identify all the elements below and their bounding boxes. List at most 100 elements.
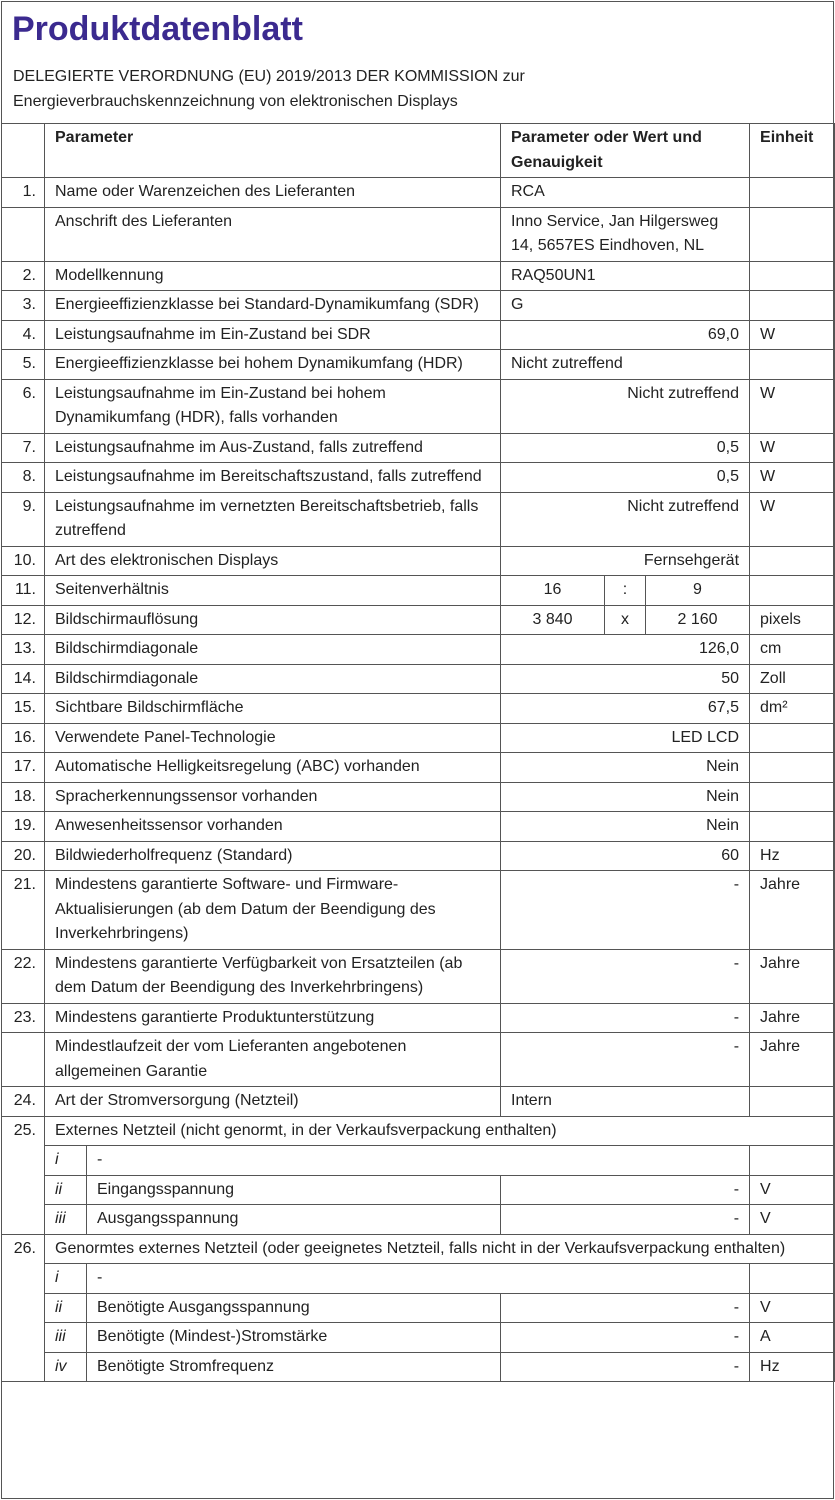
row-number: 20. <box>1 840 45 871</box>
row-number: 15. <box>1 693 45 724</box>
unit: A <box>749 1322 835 1353</box>
parameter: Anwesenheitssensor vorhanden <box>44 811 501 842</box>
sub-number: i <box>44 1263 87 1294</box>
unit: V <box>749 1204 835 1235</box>
table-row: Parameter Parameter oder Wert und Genauig… <box>1 123 835 178</box>
parameter: Bildwiederholfrequenz (Standard) <box>44 840 501 871</box>
table-row: i- <box>2 1263 835 1294</box>
unit <box>749 722 835 753</box>
row-number: 21. <box>1 870 45 950</box>
parameter: Eingangsspannung <box>86 1174 501 1205</box>
value: - <box>499 1002 751 1033</box>
unit <box>749 545 835 576</box>
unit: cm <box>749 634 835 665</box>
unit: W <box>749 491 835 547</box>
table-row: 21. Mindestens garantierte Software- und … <box>1 870 835 950</box>
parameter: Modellkennung <box>44 260 501 291</box>
parameter: Leistungsaufnahme im Aus-Zustand, falls … <box>44 432 501 463</box>
table-row: 9. Leistungsaufnahme im vernetzten Bereit… <box>1 491 835 547</box>
unit: Jahre <box>749 1002 835 1033</box>
row-number: 6. <box>1 378 45 434</box>
parameter: Art des elektronischen Displays <box>44 545 501 576</box>
parameter: Leistungsaufnahme im Bereitschaftszustan… <box>44 462 501 493</box>
row-number: 7. <box>1 432 45 463</box>
row-number: 3. <box>1 290 45 321</box>
unit <box>749 752 835 783</box>
value: RCA <box>499 177 751 208</box>
table-row: 18. Spracherkennungssensor vorhanden Nein <box>1 781 835 812</box>
value: - <box>499 1322 751 1353</box>
value: - <box>499 948 751 1004</box>
value: 0,5 <box>499 462 751 493</box>
parameter: - <box>85 1263 751 1294</box>
parameter: Verwendete Panel-Technologie <box>44 722 501 753</box>
unit: pixels <box>749 604 835 635</box>
table-row: 25. Externes Netzteil (nicht genormt, in … <box>1 1115 835 1235</box>
table-row: 23. Mindestens garantierte Produktunterst… <box>1 1002 835 1033</box>
unit <box>749 177 835 208</box>
table-row: Mindestlaufzeit der vom Lieferanten ange… <box>1 1032 835 1087</box>
row-number: 19. <box>1 811 45 842</box>
value: G <box>499 290 751 321</box>
parameter: Ausgangsspannung <box>86 1204 501 1235</box>
table-row: 2. Modellkennung RAQ50UN1 <box>1 260 835 291</box>
row-number: 26. <box>1 1233 45 1382</box>
table-row: 17. Automatische Helligkeitsregelung (ABC… <box>1 752 835 783</box>
table-row: 13. Bildschirmdiagonale 126,0 cm <box>1 634 835 665</box>
unit <box>749 206 835 262</box>
parameter: Bildschirmauflösung <box>44 604 501 635</box>
row-number: 23. <box>1 1002 45 1033</box>
row-number: 2. <box>1 260 45 291</box>
value: Inno Service, Jan Hilgersweg 14, 5657ES … <box>499 206 751 262</box>
table-row: 12. Bildschirmauflösung 3 840 x 2 160 pixels <box>1 604 835 635</box>
table-row: 16. Verwendete Panel-Technologie LED LCD <box>1 722 835 753</box>
parameter: Seitenverhältnis <box>44 575 501 606</box>
unit <box>749 781 835 812</box>
value: LED LCD <box>499 722 751 753</box>
subtitle-line: Energieverbrauchskennzeichnung von elekt… <box>13 92 458 110</box>
table-row: 5. Energieeffizienzklasse bei hohem Dynam… <box>1 349 835 380</box>
unit: W <box>749 378 835 434</box>
table-row: 7. Leistungsaufnahme im Aus-Zustand, fall… <box>1 432 835 463</box>
value: 60 <box>499 840 751 871</box>
parameter: Bildschirmdiagonale <box>44 663 501 694</box>
unit: W <box>749 319 835 350</box>
value: - <box>499 1292 751 1323</box>
parameter: Mindestlaufzeit der vom Lieferanten ange… <box>44 1032 501 1087</box>
value: 67,5 <box>499 693 751 724</box>
value: Fernsehgerät <box>499 545 751 576</box>
unit: dm² <box>749 693 835 724</box>
sub-number: iii <box>44 1322 87 1353</box>
row-number: 25. <box>1 1115 45 1235</box>
table-row: 20. Bildwiederholfrequenz (Standard) 60 Hz <box>1 840 835 871</box>
table-row: 3. Energieeffizienzklasse bei Standard-Dy… <box>1 290 835 321</box>
parameter: Automatische Helligkeitsregelung (ABC) v… <box>44 752 501 783</box>
column-header: Parameter <box>44 123 501 178</box>
parameter: Benötigte Ausgangsspannung <box>86 1292 501 1323</box>
table-row: 24. Art der Stromversorgung (Netzteil) Int… <box>1 1086 835 1117</box>
value: - <box>499 1032 751 1087</box>
value: Nicht zutreffend <box>499 491 751 547</box>
parameter: Leistungsaufnahme im Ein-Zustand bei SDR <box>44 319 501 350</box>
parameter: Mindestens garantierte Verfügbarkeit von… <box>44 948 501 1004</box>
sub-number: iii <box>44 1204 87 1235</box>
column-header: Parameter oder Wert und Genauigkeit <box>499 123 751 178</box>
value-part: x <box>604 604 646 635</box>
row-number: 4. <box>1 319 45 350</box>
value: - <box>499 1204 751 1235</box>
table-row: i- <box>2 1145 835 1176</box>
value: - <box>499 870 751 950</box>
table-row: 10. Art des elektronischen Displays Fernse… <box>1 545 835 576</box>
unit <box>749 349 835 380</box>
parameter: Bildschirmdiagonale <box>44 634 501 665</box>
row-number: 14. <box>1 663 45 694</box>
unit: Jahre <box>749 870 835 950</box>
value: 69,0 <box>499 319 751 350</box>
unit: Zoll <box>749 663 835 694</box>
table-row: ii Eingangsspannung - V <box>2 1174 835 1205</box>
unit <box>749 1086 835 1117</box>
table-row: 1. Name oder Warenzeichen des Lieferanten… <box>1 177 835 208</box>
row-number: 9. <box>1 491 45 547</box>
parameter: Genormtes externes Netzteil (oder geeign… <box>43 1233 835 1264</box>
